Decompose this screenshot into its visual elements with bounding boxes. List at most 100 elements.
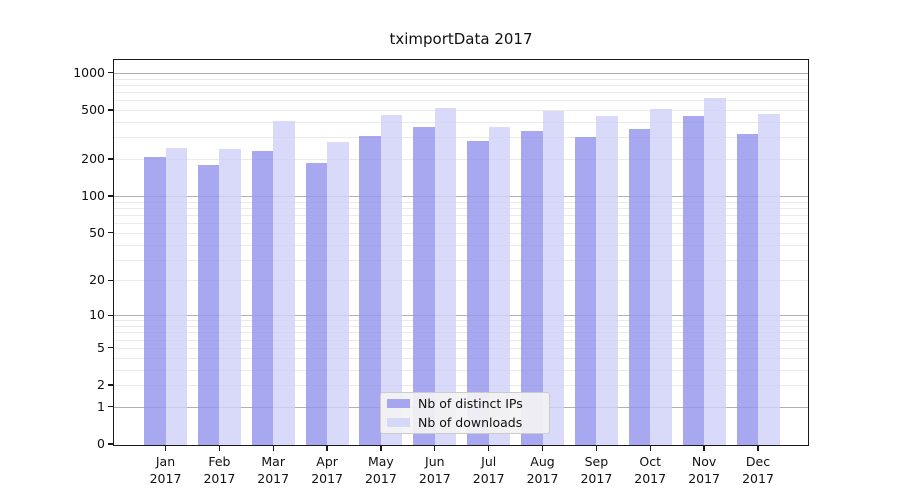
bar-ips-jun	[413, 127, 435, 446]
bar-downloads-dec	[758, 114, 780, 446]
y-tick-label-20: 20	[89, 272, 105, 288]
x-tick-label-nov: Nov 2017	[688, 454, 720, 486]
y-tick-label-10: 10	[89, 307, 105, 323]
y-tick-1000	[108, 72, 113, 74]
bar-downloads-feb	[219, 148, 241, 446]
plot-area	[113, 59, 809, 446]
gridline-minor-200	[113, 159, 809, 161]
y-tick-20	[108, 279, 113, 282]
gridline-minor-80	[113, 207, 809, 209]
bar-ips-mar	[251, 150, 274, 446]
bar-ips-oct	[628, 129, 651, 446]
bar-downloads-jul	[488, 126, 511, 446]
x-tick-jul	[488, 446, 490, 451]
bar-ips-dec	[736, 133, 758, 446]
gridline-minor-2	[113, 385, 809, 386]
gridline-minor-7	[113, 332, 809, 334]
x-tick-may	[380, 446, 382, 451]
y-tick-label-200: 200	[81, 151, 105, 167]
y-tick-label-2: 2	[97, 377, 105, 392]
y-tick-500	[108, 109, 113, 111]
x-tick-jan	[164, 446, 167, 451]
bar-ips-aug	[521, 131, 543, 446]
legend-swatch-distinct-ips	[387, 399, 410, 408]
legend-item-distinct-ips: Nb of distinct IPs	[387, 396, 543, 412]
y-tick-label-1000: 1000	[73, 64, 105, 80]
gridline-minor-8	[113, 326, 809, 327]
gridline-minor-300	[113, 137, 809, 139]
x-tick-jun	[434, 446, 436, 451]
gridline-minor-700	[113, 92, 809, 93]
chart-title: tximportData 2017	[389, 30, 533, 48]
y-tick-200	[108, 158, 113, 160]
x-tick-label-jun: Jun 2017	[418, 454, 451, 486]
gridline-major-100	[113, 196, 809, 198]
y-tick-1	[108, 406, 113, 408]
x-tick-label-dec: Dec 2017	[742, 454, 774, 486]
x-tick-apr	[326, 446, 328, 451]
bar-downloads-aug	[542, 111, 564, 446]
x-tick-sep	[595, 446, 598, 451]
x-tick-feb	[218, 446, 221, 451]
bar-downloads-sep	[596, 116, 618, 446]
bar-downloads-nov	[704, 98, 726, 446]
bar-ips-feb	[197, 165, 220, 446]
bar-ips-apr	[305, 162, 328, 446]
gridline-minor-800	[113, 84, 809, 86]
y-tick-5	[108, 347, 113, 349]
y-tick-2	[108, 384, 113, 386]
legend-label-downloads: Nb of downloads	[418, 415, 523, 430]
x-tick-aug	[541, 446, 544, 451]
y-tick-50	[108, 232, 113, 234]
bar-downloads-jun	[434, 107, 457, 446]
gridline-minor-400	[113, 122, 809, 123]
gridline-minor-40	[113, 244, 809, 246]
legend-label-distinct-ips: Nb of distinct IPs	[418, 396, 523, 411]
y-tick-0	[108, 443, 113, 445]
gridline-minor-9	[113, 320, 809, 322]
x-tick-dec	[757, 446, 759, 451]
y-tick-label-50: 50	[89, 224, 105, 240]
x-tick-label-aug: Aug 2017	[526, 454, 559, 486]
bar-downloads-apr	[327, 142, 349, 446]
x-tick-nov	[703, 446, 705, 451]
gridline-minor-60	[113, 223, 809, 225]
legend: Nb of distinct IPs Nb of downloads	[380, 392, 550, 434]
y-tick-10	[108, 314, 113, 316]
x-tick-label-jul: Jul 2017	[472, 454, 505, 486]
x-tick-label-mar: Mar 2017	[257, 454, 290, 486]
gridline-minor-900	[113, 78, 809, 80]
gridline-minor-20	[113, 280, 809, 282]
bar-downloads-mar	[273, 120, 295, 446]
x-tick-label-jan: Jan 2017	[149, 454, 182, 486]
gridline-minor-90	[113, 201, 809, 203]
y-tick-label-500: 500	[81, 102, 105, 117]
x-tick-label-feb: Feb 2017	[203, 454, 236, 486]
x-tick-label-apr: Apr 2017	[311, 454, 343, 486]
bar-ips-sep	[574, 136, 597, 446]
x-tick-label-sep: Sep 2017	[580, 454, 613, 486]
gridline-major-10	[113, 315, 809, 317]
y-tick-label-5: 5	[97, 339, 105, 355]
y-tick-label-1: 1	[97, 398, 105, 414]
x-tick-label-oct: Oct 2017	[634, 454, 667, 486]
bar-downloads-may	[380, 115, 403, 446]
y-tick-label-100: 100	[81, 188, 105, 204]
x-tick-mar	[272, 446, 274, 451]
gridline-minor-600	[113, 100, 809, 102]
gridline-minor-3	[113, 369, 809, 371]
bar-ips-jul	[467, 140, 489, 446]
legend-swatch-downloads	[387, 418, 410, 427]
bar-ips-nov	[682, 116, 705, 446]
legend-item-downloads: Nb of downloads	[387, 415, 543, 431]
y-tick-100	[108, 195, 113, 197]
bar-downloads-jan	[165, 148, 187, 446]
gridline-minor-5	[113, 347, 809, 349]
gridline-minor-4	[113, 357, 809, 359]
gridline-major-1000	[113, 72, 809, 74]
bar-ips-may	[359, 135, 381, 446]
y-tick-label-0: 0	[97, 436, 105, 451]
x-tick-label-may: May 2017	[364, 454, 397, 486]
bar-downloads-oct	[650, 109, 672, 446]
